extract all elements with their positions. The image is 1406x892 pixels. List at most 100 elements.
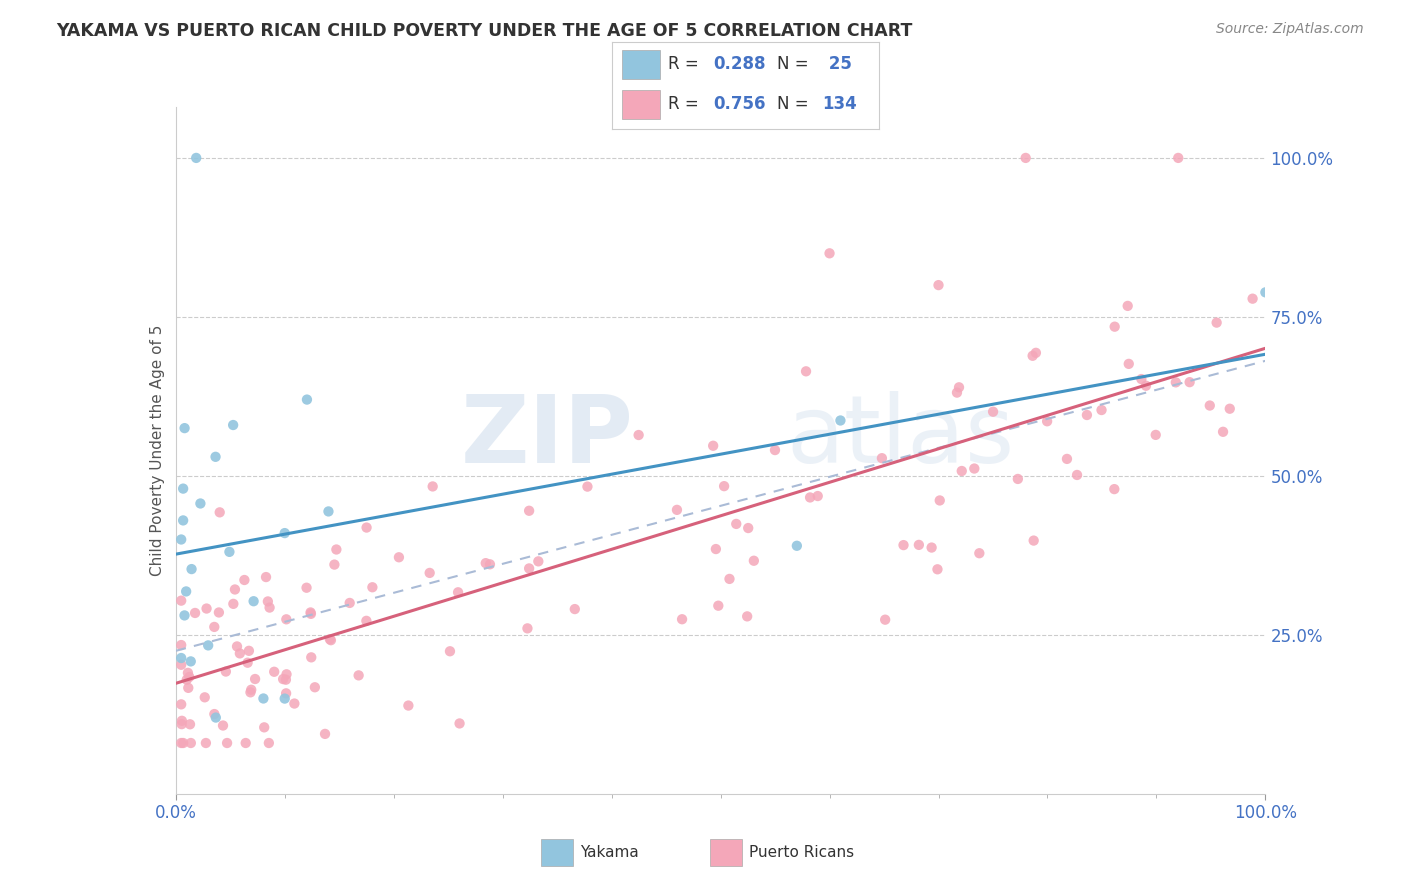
Point — [950, 464, 973, 478]
Point — [527, 554, 550, 568]
Point — [218, 545, 240, 559]
Point — [517, 561, 540, 575]
Point — [179, 717, 201, 731]
Point — [212, 718, 235, 732]
Point — [170, 717, 193, 731]
Y-axis label: Child Poverty Under the Age of 5: Child Poverty Under the Age of 5 — [149, 325, 165, 576]
Point — [194, 736, 217, 750]
Point — [1167, 151, 1189, 165]
Point — [276, 667, 298, 681]
Point — [1205, 316, 1227, 330]
Point — [786, 539, 808, 553]
Point — [1219, 401, 1241, 416]
Point — [170, 657, 193, 672]
Point — [1036, 414, 1059, 428]
Point — [233, 573, 256, 587]
Point — [170, 651, 193, 665]
Point — [928, 278, 950, 293]
Point — [1025, 346, 1047, 360]
Point — [799, 491, 821, 505]
Point — [190, 496, 212, 510]
Point — [576, 480, 599, 494]
Point — [1254, 285, 1277, 300]
Point — [172, 736, 194, 750]
Text: R =: R = — [668, 55, 704, 73]
Point — [1076, 408, 1098, 422]
Point — [276, 612, 298, 626]
Text: Source: ZipAtlas.com: Source: ZipAtlas.com — [1216, 22, 1364, 37]
Point — [339, 596, 361, 610]
Point — [304, 680, 326, 694]
Point — [195, 601, 218, 615]
Point — [299, 607, 322, 621]
Point — [170, 638, 193, 652]
Point — [1164, 376, 1187, 390]
Point — [224, 582, 246, 597]
Point — [170, 533, 193, 547]
Point — [1135, 378, 1157, 392]
Point — [236, 656, 259, 670]
Point — [718, 572, 741, 586]
Point — [478, 558, 501, 572]
Point — [177, 665, 200, 680]
Point — [763, 443, 786, 458]
Point — [179, 670, 201, 684]
Bar — [623, 50, 659, 78]
Point — [1090, 403, 1112, 417]
Point — [875, 613, 897, 627]
Point — [176, 673, 198, 687]
Point — [318, 504, 340, 518]
Point — [253, 720, 276, 734]
Point — [1118, 357, 1140, 371]
Point — [257, 594, 280, 608]
Text: N =: N = — [778, 95, 814, 113]
Point — [170, 698, 193, 712]
Point — [742, 554, 765, 568]
Point — [229, 647, 252, 661]
Point — [271, 672, 294, 686]
Point — [627, 428, 650, 442]
Point — [173, 608, 195, 623]
Point — [1144, 428, 1167, 442]
Point — [704, 542, 727, 557]
Point — [946, 385, 969, 400]
Point — [319, 632, 342, 647]
Point — [172, 482, 194, 496]
Point — [830, 413, 852, 427]
Point — [314, 727, 336, 741]
Point — [794, 364, 817, 378]
Point — [238, 644, 260, 658]
Point — [737, 521, 759, 535]
Point — [1241, 292, 1264, 306]
Point — [1130, 372, 1153, 386]
Point — [818, 246, 841, 260]
Point — [449, 716, 471, 731]
Point — [222, 597, 245, 611]
Point — [173, 421, 195, 435]
Point — [222, 417, 245, 432]
Point — [439, 644, 461, 658]
Point — [671, 612, 693, 626]
Text: Yakama: Yakama — [581, 846, 638, 860]
Point — [235, 736, 257, 750]
Point — [963, 461, 986, 475]
Text: Puerto Ricans: Puerto Ricans — [748, 846, 853, 860]
Point — [517, 504, 540, 518]
Point — [259, 600, 281, 615]
Point — [725, 516, 748, 531]
Point — [202, 620, 225, 634]
Point — [208, 606, 231, 620]
Point — [202, 707, 225, 722]
Point — [295, 392, 318, 407]
Point — [240, 682, 263, 697]
Text: N =: N = — [778, 55, 814, 73]
Point — [319, 633, 342, 648]
Point — [295, 581, 318, 595]
Text: 134: 134 — [823, 95, 858, 113]
Point — [274, 691, 297, 706]
Point — [735, 609, 758, 624]
Point — [243, 672, 266, 686]
Point — [325, 542, 347, 557]
Point — [274, 686, 297, 700]
Point — [665, 503, 688, 517]
